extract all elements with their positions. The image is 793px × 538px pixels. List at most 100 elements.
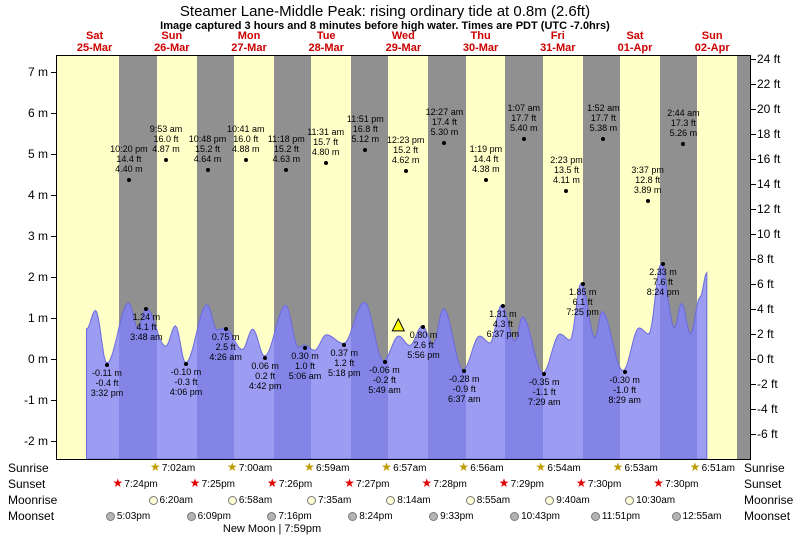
annotation-line: 0.06 m	[251, 360, 279, 371]
annotation-line: 7:29 am	[527, 397, 561, 408]
sunrise-time: 6:56am	[470, 463, 504, 474]
sunset-star-icon: ★	[653, 476, 664, 490]
y-axis-label-m: 4 m	[27, 188, 48, 202]
annotation-line: 5.30 m	[430, 126, 459, 137]
annotation-line: 5.40 m	[510, 122, 538, 133]
annotation-line: -0.4 ft	[95, 377, 119, 388]
moonrise-circle-icon	[227, 496, 237, 505]
annotation-line: 11:18 pm	[267, 134, 305, 145]
peak-annotation: 12:27 am 17.4 ft 5.30 m	[414, 107, 474, 137]
annotation-line: -0.3 ft	[174, 377, 198, 388]
annotation-line: 4.1 ft	[136, 322, 157, 333]
annotation-line: 6:37 am	[448, 394, 481, 405]
y-axis-label-ft: 16 ft	[757, 152, 781, 167]
moonset-circle-icon	[671, 512, 681, 521]
axis-tick	[751, 284, 756, 286]
tide-extreme-annotation: 0.30 m 1.0 ft 5:06 am	[275, 351, 335, 381]
moonset-row-label-left: Moonset	[8, 509, 55, 523]
y-axis-label-ft: 10 ft	[757, 227, 781, 242]
annotation-line: 2.5 ft	[215, 342, 236, 353]
annotation-line: 5:49 am	[368, 385, 401, 396]
data-point-dot	[243, 157, 248, 162]
data-point-dot	[403, 168, 408, 173]
annotation-line: 0.37 m	[330, 347, 358, 358]
data-point-dot	[580, 282, 585, 287]
sunrise-time: 7:00am	[238, 463, 273, 474]
annotation-line: 17.7 ft	[511, 112, 537, 123]
day-name: Thu	[470, 30, 491, 42]
day-label: Sat 25-Mar	[65, 30, 125, 54]
annotation-line: 11:31 am	[307, 127, 345, 138]
moonrise-time: 8:14am	[397, 495, 431, 506]
day-date: 28-Mar	[308, 42, 344, 54]
moonset-circle-icon	[510, 512, 520, 521]
annotation-line: 2.6 ft	[413, 340, 434, 351]
y-axis-label-ft: 0 ft	[757, 352, 774, 366]
day-date: 26-Mar	[154, 42, 190, 54]
day-label: Wed 29-Mar	[373, 30, 433, 54]
annotation-line: 0.75 m	[211, 332, 240, 343]
moonrise-time: 6:20am	[159, 495, 193, 506]
tide-extreme-annotation: -0.10 m -0.3 ft 4:06 pm	[156, 367, 216, 397]
annotation-line: 4:42 pm	[248, 380, 282, 391]
moonset-circle-icon	[348, 512, 358, 521]
data-point-dot	[681, 142, 686, 147]
peak-annotation: 2:44 am 17.3 ft 5.26 m	[653, 108, 713, 138]
new-moon-note: New Moon | 7:59pm	[222, 523, 322, 535]
axis-tick	[51, 441, 56, 442]
annotation-line: -0.35 m	[528, 377, 560, 388]
sunrise-time: 6:53am	[624, 463, 658, 474]
annotation-line: 2.33 m	[649, 267, 677, 278]
annotation-line: 4.38 m	[472, 164, 500, 175]
moonrise-circle-icon	[465, 496, 475, 505]
annotation-line: 16.0 ft	[233, 133, 259, 144]
sunrise-time: 6:59am	[316, 463, 350, 474]
sunrise-star-icon: ★	[381, 460, 392, 474]
axis-tick	[51, 195, 56, 196]
day-label: Sat 01-Apr	[605, 30, 665, 54]
annotation-line: 1.24 m	[132, 312, 161, 323]
annotation-line: 4.80 m	[311, 147, 340, 158]
y-axis-label-ft: 24 ft	[757, 52, 781, 67]
data-point-dot	[483, 178, 488, 183]
axis-tick	[751, 383, 756, 385]
data-point-dot	[622, 370, 627, 375]
moonset-row-label-right: Moonset	[744, 509, 791, 523]
moonset-time: 11:51pm	[601, 511, 641, 522]
data-point-dot	[363, 148, 368, 153]
y-axis-label-m: 2 m	[27, 270, 48, 284]
moonrise-time: 7:35am	[317, 495, 352, 506]
annotation-line: 1:07 am	[507, 102, 541, 113]
tide-extreme-annotation: -0.30 m -1.0 ft 8:29 am	[595, 375, 655, 405]
day-date: 30-Mar	[462, 42, 499, 54]
moonset-circle-icon	[267, 512, 277, 521]
sunset-star-icon: ★	[189, 476, 201, 490]
annotation-line: 16.0 ft	[153, 134, 179, 145]
tide-extreme-annotation: -0.28 m -0.9 ft 6:37 am	[434, 374, 494, 404]
moonrise-time: 9:40am	[556, 495, 590, 506]
annotation-line: 2:23 pm	[550, 155, 583, 166]
y-axis-label-m: 3 m	[27, 229, 48, 243]
annotation-line: 8:24 pm	[646, 287, 680, 298]
tide-extreme-annotation: 0.80 m 2.6 ft 5:56 pm	[393, 330, 453, 360]
data-point-dot	[645, 198, 650, 203]
moonset-time: 10:43pm	[521, 511, 560, 522]
annotation-line: 17.4 ft	[431, 116, 457, 127]
y-axis-label-ft: -2 ft	[757, 376, 778, 391]
data-point-dot	[421, 325, 426, 330]
annotation-line: 4:06 pm	[169, 387, 203, 398]
moonset-time: 8:24pm	[359, 511, 393, 522]
annotation-line: 12.8 ft	[635, 174, 661, 185]
day-date: 02-Apr	[694, 42, 730, 54]
moonrise-time: 8:55am	[476, 495, 511, 506]
day-name: Wed	[391, 30, 415, 42]
data-point-dot	[144, 307, 149, 312]
axis-tick	[751, 234, 756, 236]
axis-tick	[751, 59, 756, 61]
data-point-dot	[284, 168, 289, 173]
peak-annotation: 2:23 pm 13.5 ft 4.11 m	[536, 155, 596, 185]
y-axis-label-ft: 12 ft	[757, 202, 781, 217]
moonrise-circle-icon	[306, 496, 316, 505]
annotation-line: 13.5 ft	[553, 165, 579, 176]
day-name: Sat	[626, 30, 644, 42]
